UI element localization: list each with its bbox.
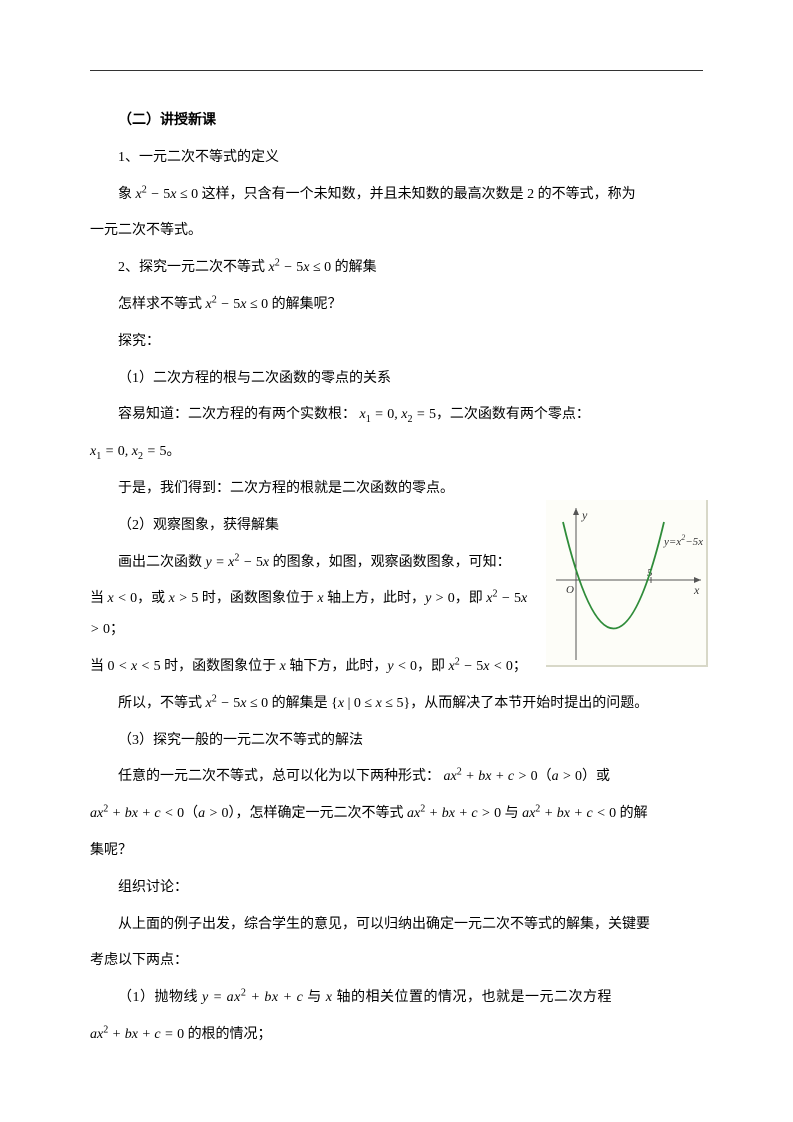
text: 象	[118, 187, 136, 202]
text: 轴上方，此时，	[324, 591, 426, 606]
text: ，即	[417, 659, 449, 674]
page: （二）讲授新课 1、一元二次不等式的定义 象 x2 − 5x ≤ 0 这样，只含…	[0, 0, 793, 1122]
section-heading: （二）讲授新课	[90, 106, 703, 137]
para-sub3: （3）探究一般的一元二次不等式的解法	[90, 726, 703, 757]
text: 怎样求不等式	[118, 297, 206, 312]
inequality: x2 − 5x ≤ 0	[136, 187, 199, 202]
inequality: x2 − 5x ≤ 0	[269, 260, 332, 275]
y-arrow-icon	[573, 508, 579, 515]
parabola: y = ax2 + bx + c	[202, 990, 303, 1005]
text: ，二次函数有两个零点：	[436, 407, 590, 422]
quadratic-form: ax2 + bx + c < 0	[90, 806, 184, 821]
text: 时，函数图象位于	[161, 659, 280, 674]
text: 所以，不等式	[118, 696, 206, 711]
parabola-curve	[563, 522, 664, 629]
cond: 0 < x < 5	[108, 659, 161, 674]
roots-b: x1 = 0, x2 = 5	[90, 444, 166, 459]
set: {x | 0 ≤ x ≤ 5}	[331, 696, 410, 711]
cond: x > 5	[169, 591, 199, 606]
para-discuss-label: 组织讨论：	[90, 873, 703, 904]
text: 2、探究一元二次不等式	[118, 260, 269, 275]
quadratic-form: ax2 + bx + c > 0	[407, 806, 501, 821]
quadratic-form: ax2 + bx + c > 0	[444, 769, 538, 784]
text: 画出二次函数	[118, 555, 206, 570]
function: y = x2 − 5x	[206, 555, 270, 570]
para-explore-label: 探究：	[90, 327, 703, 358]
cond: y < 0	[387, 659, 417, 674]
para-roots-line1: 容易知道：二次方程的有两个实数根： x1 = 0, x2 = 5，二次函数有两个…	[90, 400, 703, 431]
cond: x < 0	[108, 591, 138, 606]
para-sub1: （1）二次方程的根与二次函数的零点的关系	[90, 364, 703, 395]
function-label: y=x2−5x	[663, 533, 703, 548]
quadratic-form: ax2 + bx + c < 0	[522, 806, 616, 821]
text: 的图象，如图，观察函数图象，可知：	[269, 555, 511, 570]
text: 的解集呢？	[268, 297, 342, 312]
text: 的解集	[331, 260, 377, 275]
parabola-graph: y x O 5 y=x2−5x	[546, 500, 708, 667]
text: ，从而解决了本节开始时提出的问题。	[410, 696, 648, 711]
text: ，即	[455, 591, 487, 606]
text: （a > 0）	[538, 769, 596, 784]
text: ，怎样确定一元二次不等式	[236, 806, 408, 821]
para-explore-title: 2、探究一元二次不等式 x2 − 5x ≤ 0 的解集	[90, 253, 703, 284]
text: 轴的相关位置的情况，也就是一元二次方程	[333, 990, 613, 1005]
roots-a: x1 = 0, x2 = 5	[360, 407, 436, 422]
text: 当	[90, 591, 108, 606]
y-axis-label: y	[581, 508, 588, 522]
text: 这样，只含有一个未知数，并且未知数的最高次数是 2 的不等式，称为	[198, 187, 636, 202]
inequality: x2 − 5x ≤ 0	[206, 297, 269, 312]
text: 任意的一元二次不等式，总可以化为以下两种形式：	[118, 769, 440, 784]
para-solution-set: 所以，不等式 x2 − 5x ≤ 0 的解集是 {x | 0 ≤ x ≤ 5}，…	[90, 689, 703, 720]
inequality: x2 − 5x < 0	[449, 659, 513, 674]
text: 时，函数图象位于	[198, 591, 317, 606]
parabola-svg: y x O 5 y=x2−5x	[546, 500, 706, 665]
para-summary-2: 考虑以下两点：	[90, 946, 703, 977]
para-point1-line2: ax2 + bx + c = 0 的根的情况；	[90, 1020, 703, 1051]
para-roots-line2: x1 = 0, x2 = 5。	[90, 437, 703, 468]
text: ；	[110, 622, 124, 637]
text: 轴下方，此时，	[286, 659, 388, 674]
para-definition-line1: 象 x2 − 5x ≤ 0 这样，只含有一个未知数，并且未知数的最高次数是 2 …	[90, 180, 703, 211]
top-rule	[90, 70, 703, 71]
axis-var: x	[326, 990, 333, 1005]
inequality: x2 − 5x ≤ 0	[206, 696, 269, 711]
equation: ax2 + bx + c = 0	[90, 1027, 184, 1042]
text: 当	[90, 659, 108, 674]
para-definition-title: 1、一元二次不等式的定义	[90, 143, 703, 174]
para-question: 怎样求不等式 x2 − 5x ≤ 0 的解集呢？	[90, 290, 703, 321]
text: ，或	[137, 591, 169, 606]
para-general-forms-3: 集呢？	[90, 836, 703, 867]
para-general-forms-1: 任意的一元二次不等式，总可以化为以下两种形式： ax2 + bx + c > 0…	[90, 762, 703, 793]
para-summary-1: 从上面的例子出发，综合学生的意见，可以归纳出确定一元二次不等式的解集，关键要	[90, 910, 703, 941]
origin-label: O	[566, 584, 574, 596]
text: 容易知道：二次方程的有两个实数根：	[118, 407, 356, 422]
text: 的根的情况；	[184, 1027, 272, 1042]
para-point1-line1: （1）抛物线 y = ax2 + bx + c 与 x 轴的相关位置的情况，也就…	[90, 983, 703, 1014]
text: 的解集是	[268, 696, 331, 711]
para-general-forms-2: ax2 + bx + c < 0（a > 0），怎样确定一元二次不等式 ax2 …	[90, 799, 703, 830]
text: 与	[501, 806, 522, 821]
text: 的解	[616, 806, 648, 821]
x-axis-label: x	[693, 583, 700, 597]
text: （a > 0）	[184, 806, 235, 821]
cond: y > 0	[425, 591, 455, 606]
text: 。	[166, 444, 180, 459]
text: （1）抛物线	[118, 990, 202, 1005]
text: 与	[303, 990, 326, 1005]
text: 或	[596, 769, 610, 784]
text: ；	[513, 659, 527, 674]
para-definition-line2: 一元二次不等式。	[90, 216, 703, 247]
